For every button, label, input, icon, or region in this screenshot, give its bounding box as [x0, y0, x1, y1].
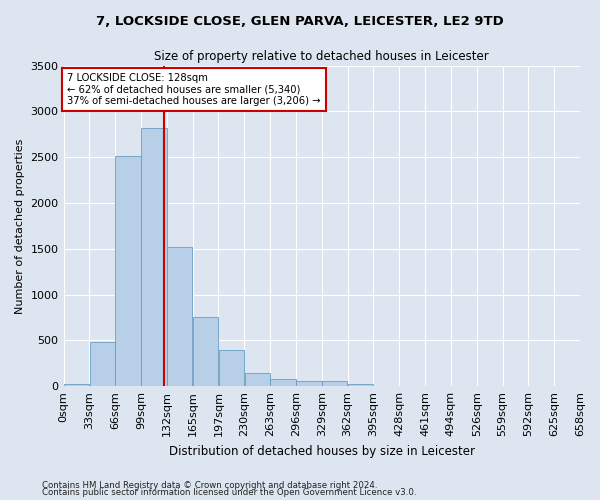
Text: Contains HM Land Registry data © Crown copyright and database right 2024.: Contains HM Land Registry data © Crown c…	[42, 480, 377, 490]
Bar	[271, 380, 296, 386]
Text: 7 LOCKSIDE CLOSE: 128sqm
← 62% of detached houses are smaller (5,340)
37% of sem: 7 LOCKSIDE CLOSE: 128sqm ← 62% of detach…	[67, 73, 321, 106]
Bar	[296, 380, 322, 386]
Text: 7, LOCKSIDE CLOSE, GLEN PARVA, LEICESTER, LE2 9TD: 7, LOCKSIDE CLOSE, GLEN PARVA, LEICESTER…	[96, 15, 504, 28]
Bar	[64, 384, 89, 386]
Bar	[141, 128, 167, 386]
Bar	[167, 247, 193, 386]
Y-axis label: Number of detached properties: Number of detached properties	[15, 138, 25, 314]
Bar	[322, 380, 347, 386]
Bar	[193, 318, 218, 386]
Bar	[89, 342, 115, 386]
Bar	[348, 384, 373, 386]
Bar	[115, 156, 141, 386]
Bar	[245, 374, 270, 386]
Bar	[219, 350, 244, 386]
Title: Size of property relative to detached houses in Leicester: Size of property relative to detached ho…	[154, 50, 489, 63]
X-axis label: Distribution of detached houses by size in Leicester: Distribution of detached houses by size …	[169, 444, 475, 458]
Text: Contains public sector information licensed under the Open Government Licence v3: Contains public sector information licen…	[42, 488, 416, 497]
